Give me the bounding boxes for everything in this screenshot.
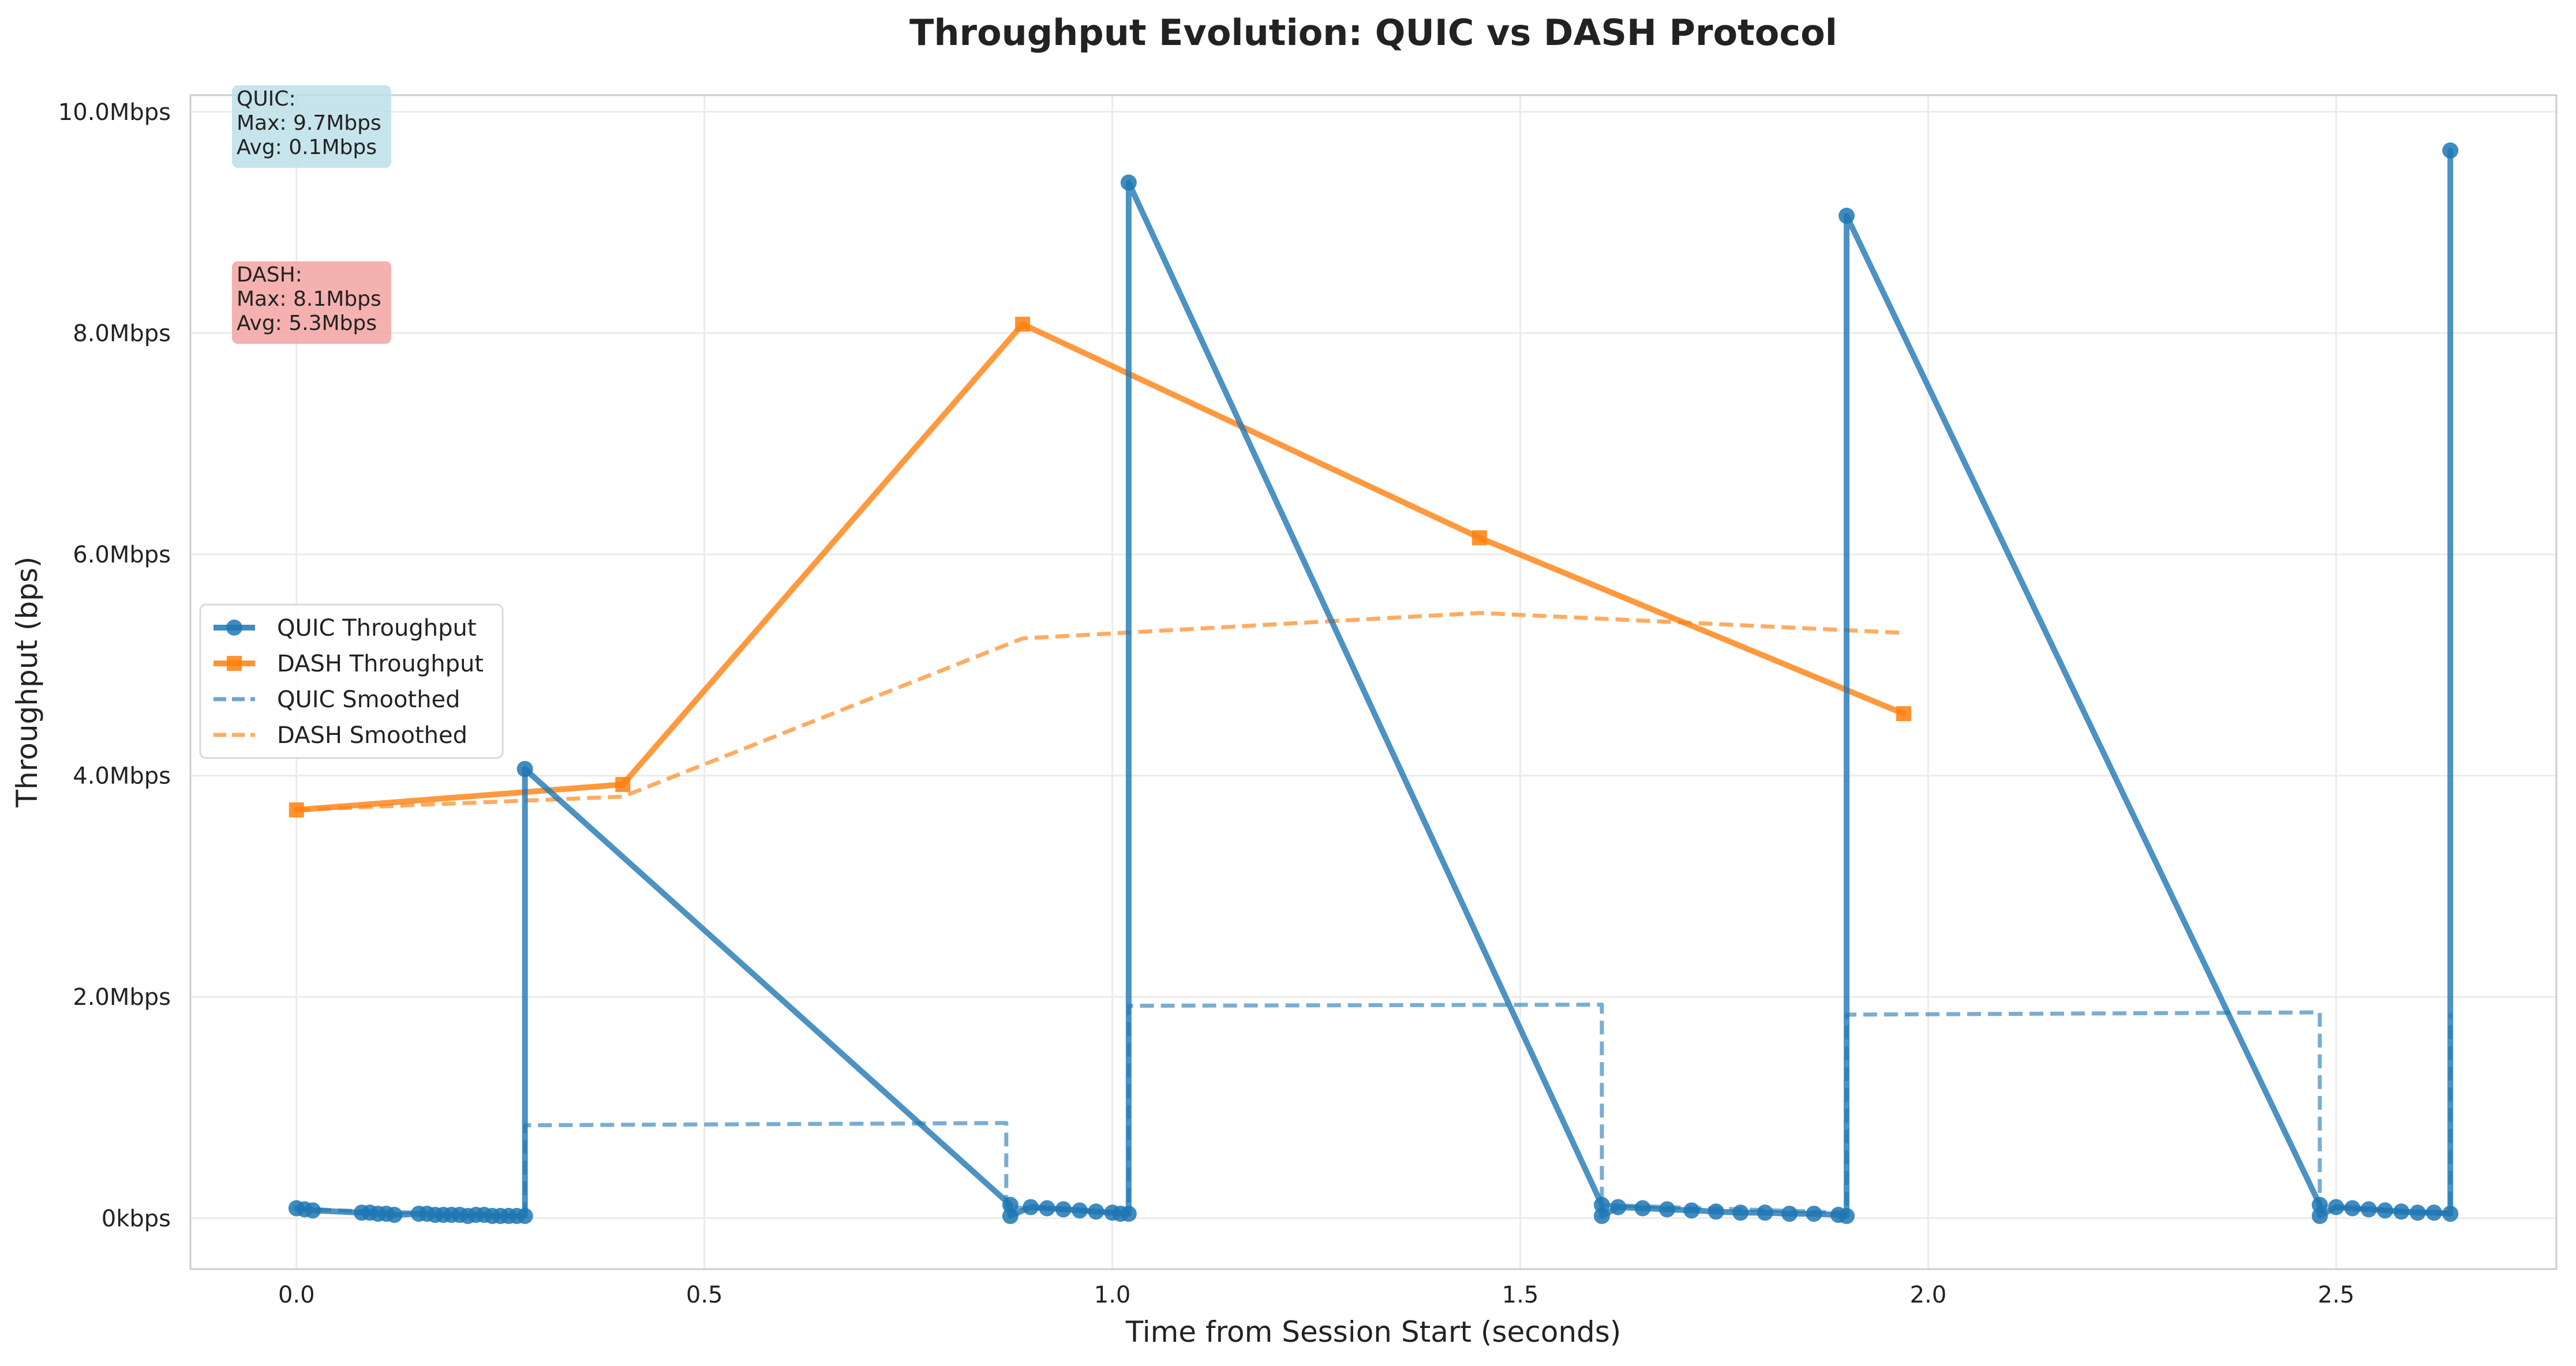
data-point <box>2425 1204 2442 1221</box>
x-tick-label: 2.5 <box>2317 1282 2354 1308</box>
dash-stats-line: Avg: 5.3Mbps <box>237 312 377 335</box>
data-point <box>1757 1204 1773 1221</box>
data-point <box>386 1207 403 1224</box>
data-point <box>1002 1196 1019 1213</box>
data-point <box>1593 1196 1610 1213</box>
quic-stats-line: Max: 9.7Mbps <box>237 111 381 135</box>
data-point <box>1683 1202 1700 1219</box>
data-point <box>1088 1203 1104 1220</box>
data-point <box>1732 1204 1749 1221</box>
data-point <box>305 1202 321 1219</box>
legend-label: DASH Smoothed <box>277 722 467 749</box>
data-point <box>1472 530 1487 546</box>
data-point <box>1120 174 1137 191</box>
data-point <box>1634 1200 1651 1217</box>
x-tick-label: 1.5 <box>1502 1282 1539 1308</box>
quic-stats-line: Avg: 0.1Mbps <box>237 136 377 159</box>
data-point <box>2393 1203 2410 1220</box>
y-tick-label: 10.0Mbps <box>58 99 171 126</box>
data-point <box>2442 142 2459 159</box>
y-tick-label: 2.0Mbps <box>73 984 171 1011</box>
legend-marker <box>227 656 242 671</box>
legend-frame <box>199 603 504 759</box>
grid <box>190 95 2556 1269</box>
legend-marker <box>226 620 242 636</box>
data-point <box>1002 1207 1019 1224</box>
legend-entry: DASH Smoothed <box>214 722 467 749</box>
series-dash-throughput <box>289 317 1911 818</box>
data-point <box>2344 1200 2361 1217</box>
data-point <box>1039 1200 1055 1217</box>
axis-ticks: 0.0 0.5 1.0 1.5 2.0 2.5 0kbps 2.0Mbps 4.0Mbps 6.0… <box>58 99 2354 1308</box>
data-point <box>1593 1207 1610 1224</box>
data-point <box>289 802 304 818</box>
data-point <box>516 761 533 778</box>
data-point <box>1072 1202 1088 1219</box>
legend-label: QUIC Smoothed <box>277 686 460 713</box>
data-point <box>1806 1206 1822 1222</box>
legend-label: QUIC Throughput <box>277 615 477 641</box>
legend-label: DASH Throughput <box>277 651 484 677</box>
data-point <box>2312 1196 2328 1213</box>
chart-title: Throughput Evolution: QUIC vs DASH Proto… <box>909 12 1837 54</box>
data-point <box>2360 1201 2377 1218</box>
data-point <box>1610 1199 1627 1215</box>
data-point <box>1708 1203 1724 1220</box>
legend-entry: QUIC Smoothed <box>214 686 460 713</box>
data-point <box>1839 1207 1855 1224</box>
y-tick-label: 6.0Mbps <box>73 542 171 568</box>
data-point <box>1839 208 1855 224</box>
legend: QUIC Throughput DASH Throughput QUIC Smoot… <box>199 603 504 759</box>
data-point <box>1120 1206 1137 1222</box>
x-tick-label: 0.0 <box>278 1282 315 1308</box>
data-point <box>1781 1206 1798 1222</box>
data-point <box>2442 1206 2459 1222</box>
data-point <box>2328 1199 2345 1215</box>
series-line <box>296 611 1904 812</box>
data-point <box>2377 1202 2394 1219</box>
data-point <box>1896 706 1911 722</box>
data-point <box>516 1207 533 1224</box>
legend-entry: DASH Throughput <box>214 651 484 677</box>
data-point <box>615 776 631 792</box>
data-point <box>1015 317 1031 332</box>
dash-stats-line: Max: 8.1Mbps <box>237 287 381 311</box>
y-tick-label: 8.0Mbps <box>73 320 171 347</box>
data-point <box>1055 1201 1072 1218</box>
series-quic-throughput <box>288 142 2459 1224</box>
data-point <box>1658 1201 1675 1218</box>
x-axis-label: Time from Session Start (seconds) <box>1125 1315 1622 1349</box>
x-tick-label: 2.0 <box>1910 1282 1947 1308</box>
quic-stats-line: QUIC: <box>237 87 296 111</box>
y-tick-label: 0kbps <box>102 1206 171 1232</box>
dash-stats-line: DASH: <box>237 263 302 287</box>
data-point <box>1023 1199 1039 1215</box>
series-dash-smoothed <box>296 611 1904 812</box>
y-tick-label: 4.0Mbps <box>73 763 171 790</box>
quic-stats-background <box>232 85 391 168</box>
plot-frame <box>189 94 2558 1270</box>
x-tick-label: 1.0 <box>1094 1282 1131 1308</box>
y-axis-label: Throughput (bps) <box>10 557 44 808</box>
dash-stats-background <box>232 261 391 344</box>
series-layer <box>288 142 2459 1224</box>
legend-entry: QUIC Throughput <box>214 615 477 641</box>
x-tick-label: 0.5 <box>686 1282 723 1308</box>
data-point <box>2312 1207 2328 1224</box>
data-point <box>2409 1204 2426 1221</box>
